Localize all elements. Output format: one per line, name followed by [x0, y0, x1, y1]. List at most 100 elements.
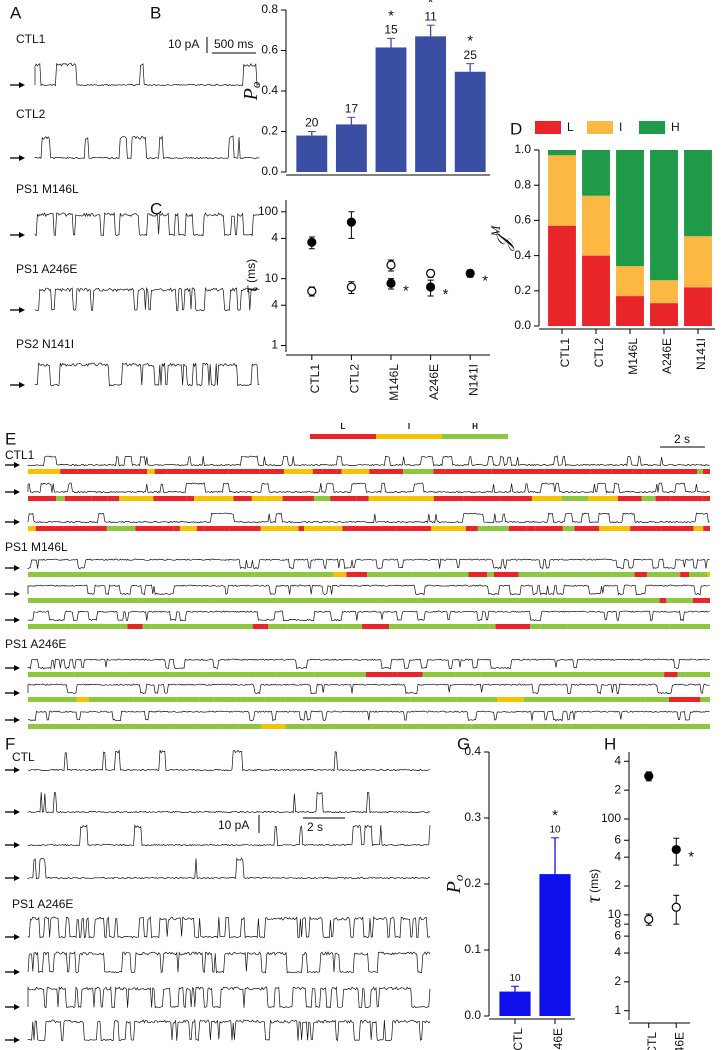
y-tick-label: 2 — [614, 782, 621, 796]
state-strip — [121, 724, 134, 729]
arrow-head — [14, 565, 20, 571]
y-axis-label: Po — [240, 81, 263, 101]
state-strip — [574, 469, 591, 474]
state-strip — [174, 572, 182, 577]
y-label-main: P — [443, 881, 465, 894]
state-strip — [252, 624, 269, 629]
state-strip — [356, 724, 369, 729]
trace — [27, 951, 431, 974]
state-strip — [611, 697, 646, 702]
stacked-segment — [616, 266, 644, 297]
state-strip — [28, 672, 47, 677]
state-strip — [329, 672, 350, 677]
n-label: 10 — [509, 973, 521, 984]
trace — [27, 683, 710, 695]
panel-letter: C — [150, 199, 162, 218]
state-strip — [433, 496, 464, 501]
state-strip — [28, 572, 54, 577]
state-strip — [283, 469, 313, 474]
state-strip — [597, 697, 612, 702]
state-strip — [359, 697, 394, 702]
state-strip — [174, 672, 207, 677]
y-tick-label: 0.0 — [464, 1008, 481, 1022]
state-strip — [313, 496, 331, 501]
state-strip — [291, 526, 299, 531]
state-strip — [544, 469, 575, 474]
y-tick-label: 6 — [614, 928, 621, 942]
state-strip — [343, 624, 363, 629]
legend-label: I — [408, 422, 410, 431]
y-tick-label: 0.0 — [261, 164, 278, 178]
state-strip — [281, 572, 294, 577]
y-tick-label: 1 — [614, 1003, 621, 1017]
stacked-segment — [650, 150, 678, 281]
y-label-sup: M — [488, 225, 503, 238]
stacked-segment — [582, 150, 610, 196]
state-strip — [664, 672, 678, 677]
state-strip — [441, 624, 477, 629]
arrow-head — [14, 809, 20, 815]
state-strip — [235, 697, 241, 702]
state-strip — [186, 496, 195, 501]
state-strip — [28, 469, 61, 474]
state-strip — [407, 598, 418, 603]
state-strip — [196, 526, 205, 531]
arrow-head — [14, 767, 20, 773]
stacked-segment — [616, 150, 644, 267]
arrow-head — [19, 155, 25, 161]
group-label: PS1 M146L — [5, 540, 68, 554]
state-strip — [119, 496, 147, 501]
state-strip — [133, 724, 169, 729]
trace — [34, 135, 260, 160]
arrow-head — [14, 1004, 20, 1010]
state-strip — [420, 624, 442, 629]
state-strip — [544, 572, 566, 577]
state-strip — [697, 469, 703, 474]
state-strip — [645, 697, 670, 702]
y-tick-label: 0.1 — [464, 942, 481, 956]
state-strip — [259, 469, 284, 474]
state-strip — [101, 624, 121, 629]
point — [346, 217, 356, 227]
y-label-unit: (ms) — [587, 869, 601, 893]
state-strip — [53, 572, 61, 577]
trace — [27, 455, 710, 467]
state-strip — [480, 672, 514, 677]
state-strip — [487, 598, 520, 603]
trace — [27, 610, 710, 622]
scale-current: 10 pA — [168, 37, 199, 51]
state-strip — [263, 598, 277, 603]
y-tick-label: 10 — [265, 271, 279, 285]
arrow-head — [19, 232, 25, 238]
legend-swatch — [587, 121, 613, 134]
state-strip — [261, 724, 286, 729]
state-strip — [77, 469, 109, 474]
legend-label: L — [341, 422, 346, 431]
state-strip — [311, 697, 326, 702]
bar — [454, 71, 486, 172]
arrow-head — [14, 875, 20, 881]
state-strip — [393, 697, 411, 702]
state-strip — [680, 572, 690, 577]
state-strip — [649, 526, 662, 531]
group-label: CTL1 — [5, 448, 35, 462]
point — [386, 260, 396, 270]
trace-label: PS2 N141I — [16, 337, 74, 351]
state-strip — [477, 526, 509, 531]
state-strip — [28, 697, 39, 702]
state-strip — [616, 598, 629, 603]
n-label: 17 — [345, 101, 359, 115]
significance: * — [403, 282, 409, 299]
state-strip — [260, 526, 292, 531]
state-strip — [56, 496, 65, 501]
state-strip — [573, 672, 590, 677]
state-strip — [181, 469, 211, 474]
y-label-unit: (ms) — [244, 259, 258, 283]
state-strip — [227, 697, 236, 702]
state-strip — [541, 624, 556, 629]
state-strip — [410, 697, 422, 702]
x-tick-label: CTL1 — [308, 364, 322, 394]
state-strip — [28, 724, 36, 729]
state-strip — [644, 469, 678, 474]
